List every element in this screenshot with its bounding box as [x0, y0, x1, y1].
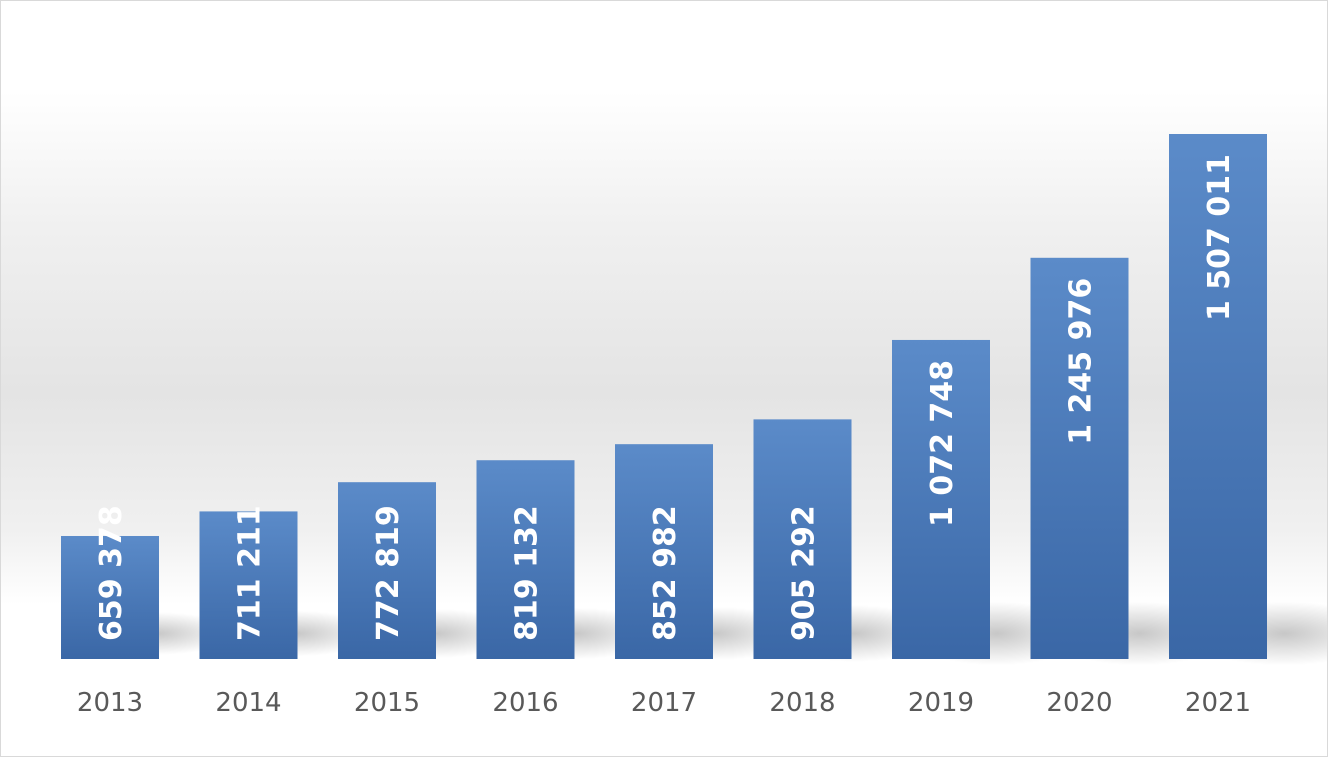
- data-label-2017: 852 982: [648, 505, 683, 641]
- data-label-2018: 905 292: [787, 505, 822, 641]
- data-labels: 659 378 711 211 772 819 819 132 852 982 905 2…: [94, 154, 1237, 641]
- tick-label-2015: 2015: [354, 688, 420, 718]
- data-label-2014: 711 211: [233, 505, 268, 641]
- bar-2021: [1169, 134, 1267, 659]
- data-label-2013: 659 378: [94, 505, 129, 641]
- data-label-2021: 1 507 011: [1202, 154, 1237, 321]
- tick-label-2019: 2019: [908, 688, 974, 718]
- tick-label-2016: 2016: [492, 688, 558, 718]
- x-axis-tick-labels: 2013 2014 2015 2016 2017 2018 2019 2020 2021: [77, 688, 1251, 718]
- bar-2015: [338, 482, 436, 659]
- bar-2016: [476, 460, 575, 659]
- tick-label-2020: 2020: [1046, 688, 1112, 718]
- bars: [61, 134, 1267, 659]
- bar-2018: [753, 419, 852, 659]
- tick-label-2021: 2021: [1185, 688, 1251, 718]
- data-label-2019: 1 072 748: [925, 360, 960, 527]
- tick-label-2017: 2017: [631, 688, 697, 718]
- tick-label-2014: 2014: [215, 688, 281, 718]
- tick-label-2013: 2013: [77, 688, 143, 718]
- bar-2013: [61, 535, 159, 659]
- bar-2019: [892, 339, 990, 659]
- data-label-2016: 819 132: [510, 505, 545, 641]
- tick-label-2018: 2018: [769, 688, 835, 718]
- bar-2020: [1030, 257, 1129, 659]
- bar-2017: [615, 444, 713, 659]
- data-label-2020: 1 245 976: [1064, 278, 1099, 445]
- bar-2014: [199, 511, 298, 659]
- data-label-2015: 772 819: [371, 505, 406, 641]
